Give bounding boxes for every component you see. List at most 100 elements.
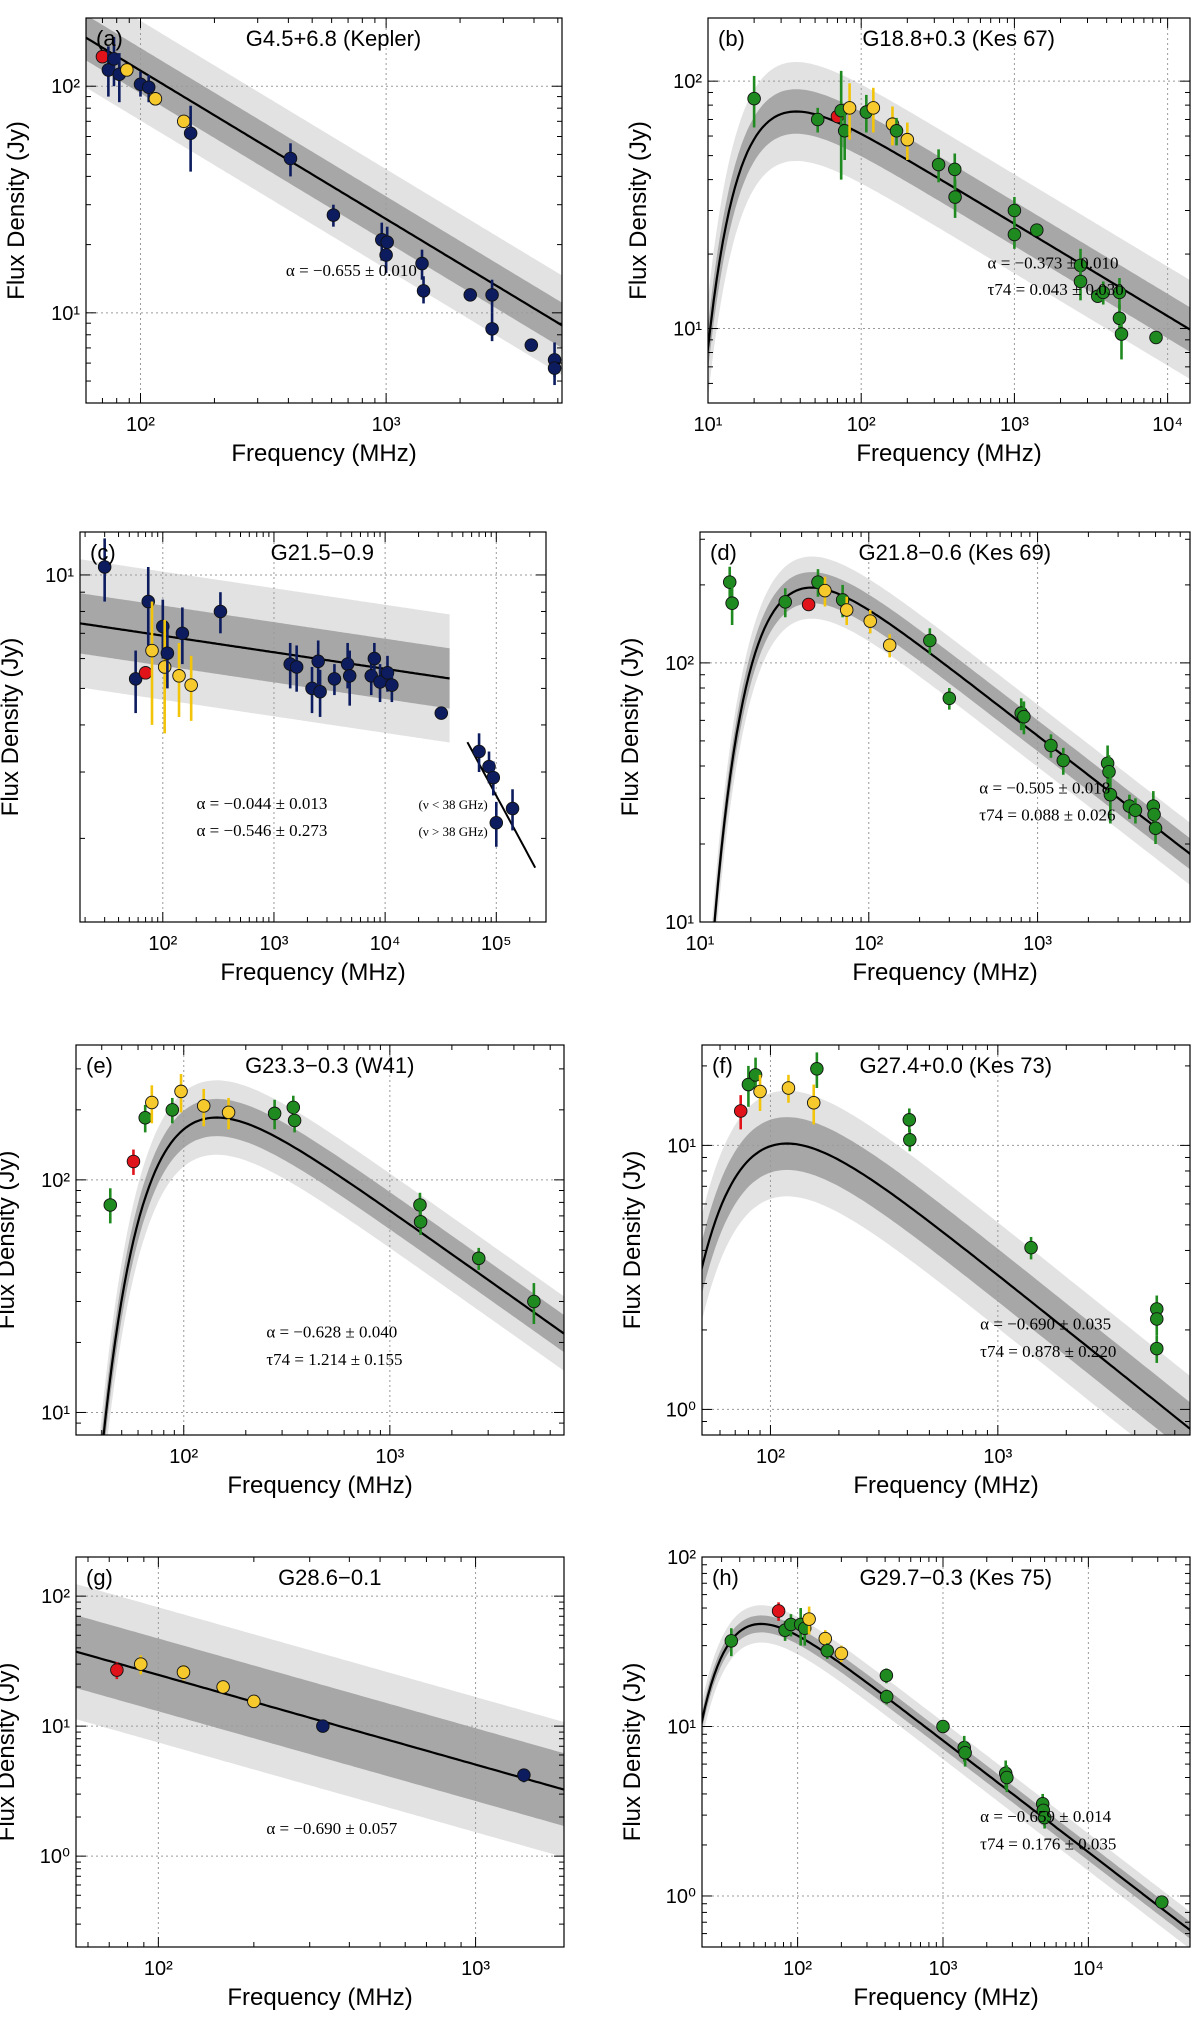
data-point-green (1007, 203, 1022, 218)
plot-area (76, 1557, 564, 1947)
data-point-navy (326, 208, 341, 222)
data-point-yellow (145, 1095, 159, 1110)
data-point-yellow (781, 1081, 796, 1095)
panel-title: G18.8+0.3 (Kes 67) (862, 26, 1055, 51)
data-point-green (958, 1745, 972, 1760)
plot-area (76, 1045, 564, 1435)
data-point-green (1044, 738, 1058, 753)
data-point-navy (489, 816, 504, 830)
x-tick-label: 10³ (929, 1958, 958, 1980)
fit-annotation: α = −0.546 ± 0.273 (197, 821, 328, 840)
data-point-yellow (806, 1096, 821, 1110)
data-point-green (1103, 787, 1118, 802)
data-point-red (733, 1104, 748, 1118)
panel-title: G4.5+6.8 (Kepler) (246, 26, 421, 51)
x-tick-label: 10³ (260, 933, 289, 955)
y-axis-label: Flux Density (Jy) (617, 638, 644, 817)
model-curve (708, 110, 1190, 359)
data-point-green (138, 1110, 152, 1125)
data-point-green (1056, 753, 1071, 768)
data-point-green (1114, 327, 1129, 341)
panel-label: (a) (96, 26, 123, 51)
data-point-green (778, 595, 793, 609)
data-point-yellow (120, 63, 134, 77)
data-point-green (948, 190, 962, 204)
uncertainty-band-inner (708, 89, 1190, 371)
x-tick-label: 10² (854, 933, 883, 955)
y-tick-label: 10¹ (665, 912, 694, 934)
data-point-green (903, 1133, 917, 1147)
data-point-green (1128, 803, 1143, 817)
axes-frame (701, 1556, 1191, 1948)
data-point-green (837, 124, 852, 138)
data-point-green (267, 1106, 282, 1121)
panel-label: (c) (90, 540, 116, 565)
data-point-yellow (216, 1680, 230, 1694)
data-point-green (948, 162, 962, 177)
data-point-red (126, 1154, 141, 1169)
y-axis-label: Flux Density (Jy) (625, 121, 652, 300)
y-tick-label: 10¹ (667, 1135, 696, 1157)
panel-label: (e) (86, 1053, 113, 1078)
data-point-green (1030, 223, 1044, 237)
model-curve (86, 36, 562, 327)
axes-frame (75, 1044, 565, 1436)
data-point-navy (367, 651, 382, 666)
x-tick-label: 10³ (983, 1446, 1012, 1468)
data-point-green (1150, 1312, 1164, 1326)
data-point-green (1149, 330, 1163, 345)
data-point-green (165, 1103, 180, 1117)
y-tick-label: 10² (667, 1547, 696, 1569)
data-point-yellow (184, 678, 198, 692)
fit-annotation-condition: (ν > 38 GHz) (419, 824, 488, 839)
data-point-yellow (145, 643, 159, 658)
x-axis-label: Frequency (MHz) (852, 959, 1037, 986)
chart-panel-e: 10² 10³ 10¹ 10² Frequency (MHz) Flux Density … (0, 1044, 565, 1499)
data-point-green (1096, 285, 1110, 300)
plot-area (80, 532, 546, 922)
data-point-navy (547, 361, 562, 375)
data-point-navy (141, 80, 156, 94)
data-point-green (1007, 227, 1022, 242)
uncertainty-band-outer (702, 1605, 1190, 1947)
data-point-navy (485, 322, 499, 336)
data-point-green (1155, 1895, 1169, 1909)
data-point-navy (517, 1768, 531, 1782)
data-point-navy (175, 626, 190, 641)
x-tick-label: 10³ (1000, 414, 1029, 436)
fit-annotation: α = −0.505 ± 0.018 (979, 778, 1110, 797)
y-tick-label: 10¹ (667, 1716, 696, 1738)
x-tick-label: 10² (783, 1958, 812, 1980)
data-point-green (103, 1198, 118, 1212)
x-tick-label: 10² (847, 414, 876, 436)
model-curve (702, 1142, 1190, 1431)
y-tick-label: 10² (665, 653, 694, 675)
x-axis-label: Frequency (MHz) (220, 959, 405, 986)
data-point-yellow (802, 1612, 816, 1626)
data-point-green (747, 91, 761, 106)
panel-title: G29.7−0.3 (Kes 75) (859, 1565, 1052, 1590)
data-point-green (1017, 709, 1031, 724)
data-point-yellow (157, 660, 172, 674)
data-point-green (1000, 1770, 1014, 1785)
y-tick-label: 10¹ (673, 319, 702, 341)
uncertainty-band-outer (708, 62, 1190, 398)
x-axis-label: Frequency (MHz) (853, 1984, 1038, 2011)
data-point-navy (416, 284, 431, 298)
data-point-yellow (172, 669, 186, 683)
x-tick-label: 10⁴ (370, 933, 401, 955)
fit-annotation: τ74 = 0.176 ± 0.035 (980, 1835, 1116, 1854)
x-tick-label: 10² (756, 1446, 785, 1468)
axes-frame (85, 17, 563, 404)
data-point-navy (434, 706, 449, 720)
fit-annotation: α = −0.690 ± 0.057 (266, 1819, 397, 1838)
data-point-yellow (247, 1694, 261, 1709)
data-point-green (1148, 821, 1163, 836)
plot-area (708, 18, 1190, 403)
data-point-green (1112, 311, 1127, 326)
axes-frame (75, 1556, 565, 1948)
fit-annotation-condition: (ν < 38 GHz) (419, 797, 488, 812)
data-point-navy (486, 770, 501, 785)
x-tick-label: 10³ (372, 414, 401, 436)
